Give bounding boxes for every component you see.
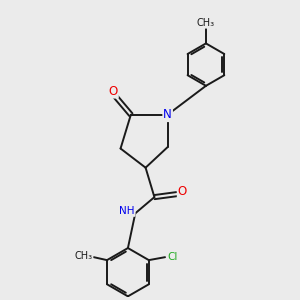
Text: N: N	[163, 108, 172, 121]
Text: Cl: Cl	[167, 252, 178, 262]
Text: NH: NH	[119, 206, 135, 216]
Text: CH₃: CH₃	[197, 18, 215, 28]
Text: CH₃: CH₃	[74, 251, 92, 261]
Text: O: O	[109, 85, 118, 98]
Text: O: O	[178, 185, 187, 198]
